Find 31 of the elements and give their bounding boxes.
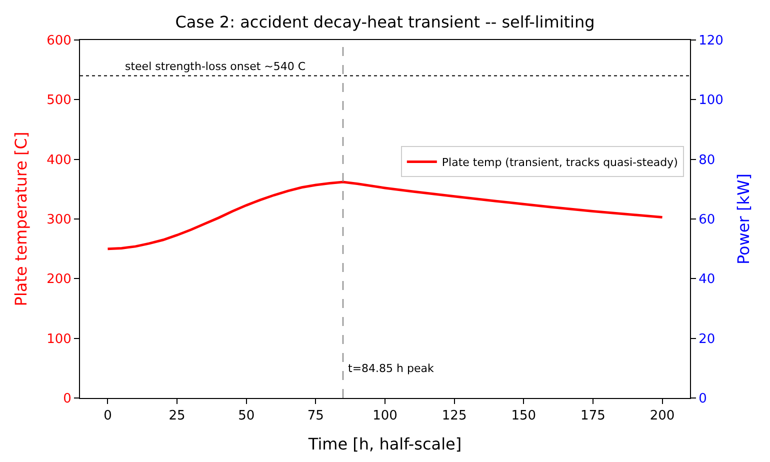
x-tick-label: 50 [238,408,255,424]
y-tick-label: 0 [63,392,72,407]
y-tick-label: 500 [46,93,72,108]
y-tick-label: 300 [46,212,72,228]
x-tick-label: 75 [307,408,324,424]
y-tick-label: 600 [46,34,72,49]
y-tick-label: 200 [46,272,72,288]
x-tick-label: 175 [580,408,606,424]
y2-axis-title: Power [kW] [734,173,754,265]
y2-tick-label: 40 [698,272,716,288]
x-tick-label: 100 [372,408,398,424]
x-tick-label: 0 [104,408,112,424]
x-tick-label: 150 [511,408,536,424]
y2-tick-label: 0 [698,392,707,407]
ref-line-label: steel strength-loss onset ~540 C [125,60,306,73]
y2-tick-label: 60 [698,212,716,228]
y2-tick-label: 20 [698,332,716,347]
chart-title: Case 2: accident decay-heat transient -- self-limiting [175,12,595,32]
y-axis-title: Plate temperature [C] [11,132,30,306]
y-tick-label: 400 [46,152,72,168]
legend-label: Plate temp (transient, tracks quasi-steady) [442,156,678,170]
x-axis-title: Time [h, half-scale] [307,434,462,454]
y2-tick-label: 100 [698,93,724,108]
y2-tick-label: 80 [698,152,716,168]
x-tick-label: 200 [650,408,675,424]
line-series [106,180,664,250]
x-tick-label: 25 [168,408,186,424]
x-tick-label: 125 [442,408,467,424]
annotation: t=84.85 h peak [348,362,434,375]
y-tick-label: 100 [46,332,72,347]
y2-tick-label: 120 [698,34,724,49]
